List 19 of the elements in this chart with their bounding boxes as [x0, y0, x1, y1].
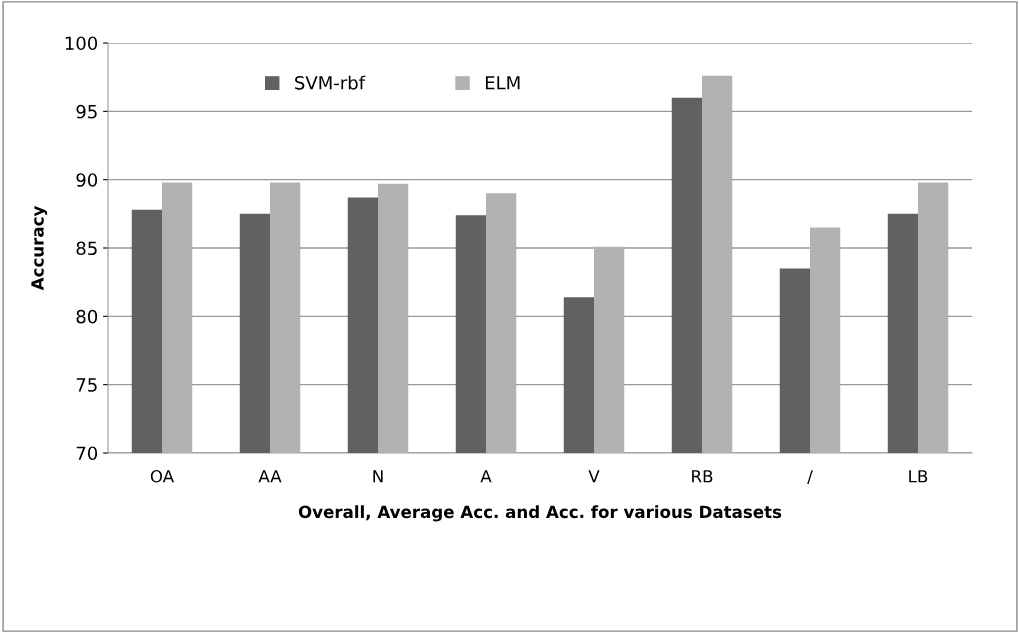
y-tick-label: 95	[76, 104, 97, 119]
x-tick-label: V	[588, 470, 600, 483]
y-tick-label: 75	[76, 378, 97, 392]
y-tick-label: 100	[65, 36, 98, 51]
x-tick-label: A	[480, 470, 492, 483]
legend-label: ELM	[485, 76, 520, 90]
y-tick-label: 85	[76, 241, 97, 256]
x-tick-label: /	[807, 470, 813, 484]
x-tick-label: N	[373, 470, 383, 483]
y-tick-label: 90	[76, 173, 98, 187]
x-tick-label: LB	[909, 470, 928, 483]
x-tick-label: OA	[150, 469, 174, 483]
y-tick-label: 70	[76, 446, 98, 461]
legend-label: SVM-rbf	[295, 75, 366, 90]
x-tick-label: RB	[692, 470, 713, 483]
y-axis-title: Accuracy	[31, 205, 48, 291]
x-axis-title: Overall, Average Acc. and Acc. for various Datasets	[298, 505, 782, 522]
y-tick-label: 80	[76, 309, 98, 324]
x-tick-label: AA	[258, 470, 282, 483]
